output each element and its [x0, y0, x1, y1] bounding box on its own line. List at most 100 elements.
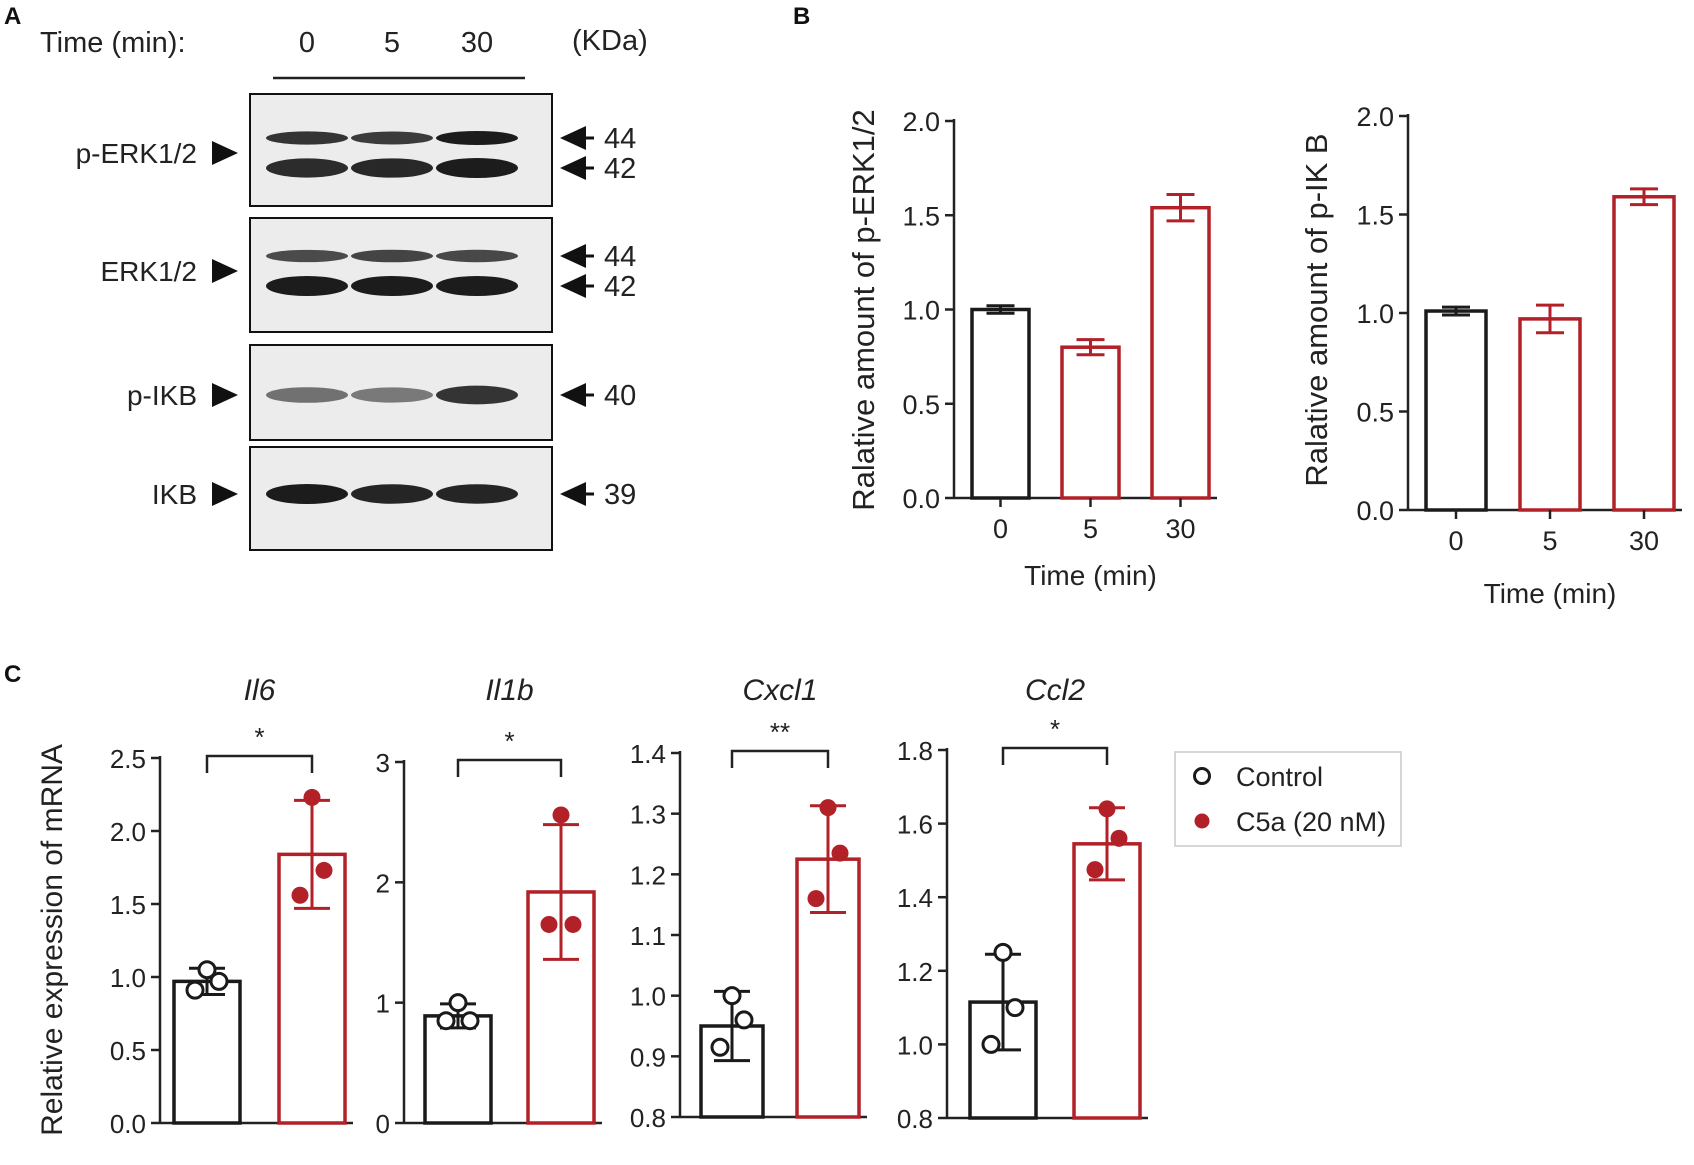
- blot-row-label: ERK1/2: [101, 256, 198, 287]
- significance-bracket: [456, 758, 563, 777]
- y-tick-label: 0.0: [902, 484, 940, 514]
- data-point: [722, 986, 742, 1006]
- kda-label: 44: [604, 241, 636, 273]
- y-tick-label: 0.0: [1356, 496, 1394, 526]
- y-tick-label: 1.0: [630, 982, 666, 1012]
- kda-arrow: [560, 244, 586, 268]
- y-tick-label: 2: [376, 868, 390, 898]
- legend-treated-marker: [1194, 813, 1210, 829]
- blot-lane-label: 5: [384, 27, 400, 59]
- y-tick-label: 0.5: [110, 1036, 146, 1066]
- y-tick-label: 0.5: [1356, 398, 1394, 428]
- kda-arrow: [560, 156, 586, 180]
- kda-arrow: [560, 126, 586, 150]
- bar: [423, 1014, 493, 1125]
- panel-label-a: A: [4, 3, 21, 30]
- bar: [1150, 205, 1211, 500]
- y-tick-label: 1.5: [110, 890, 146, 920]
- y-tick-label: 0: [376, 1109, 390, 1139]
- data-point: [819, 799, 837, 817]
- y-tick-label: 0.9: [630, 1042, 666, 1072]
- chart-title: Ccl2: [1025, 674, 1085, 707]
- y-tick-label: 0.5: [902, 390, 940, 420]
- kda-arrow: [560, 274, 586, 298]
- y-tick-label: 1.3: [630, 800, 666, 830]
- data-point: [303, 788, 321, 806]
- chart-title: Cxcl1: [742, 674, 817, 707]
- data-point: [1005, 998, 1025, 1018]
- blot-band: [436, 158, 518, 178]
- blot-band: [266, 131, 348, 145]
- panel-label-c: C: [4, 661, 21, 688]
- y-tick-label: 2.5: [110, 744, 146, 774]
- data-point: [436, 1011, 456, 1031]
- data-point: [197, 960, 217, 980]
- data-point: [315, 861, 333, 879]
- data-point: [209, 971, 229, 991]
- panel-c-charts: 0.0 0.5 1.0 1.5 2.0 2.5 * Il6 Relative expressio…: [36, 674, 1148, 1139]
- blot-band: [436, 276, 518, 296]
- legend: Control C5a (20 nM): [1174, 751, 1402, 847]
- y-tick-label: 0.8: [630, 1103, 666, 1133]
- y-tick-label: 1.0: [902, 296, 940, 326]
- bar: [1072, 842, 1142, 1120]
- blot-band: [351, 276, 433, 296]
- data-point: [734, 1010, 754, 1030]
- significance-bracket: [730, 749, 830, 768]
- y-tick-label: 1: [376, 989, 390, 1019]
- data-point: [710, 1037, 730, 1057]
- significance-mark: *: [254, 722, 264, 752]
- data-point: [291, 886, 309, 904]
- blot-band: [266, 276, 348, 296]
- x-axis-label: Time (min): [1024, 560, 1157, 591]
- data-point: [460, 1011, 480, 1031]
- blot-band: [436, 131, 518, 145]
- y-tick-label: 1.0: [1356, 299, 1394, 329]
- blot-row-arrow: [212, 259, 238, 283]
- kda-label: 44: [604, 123, 636, 155]
- blot-band: [351, 484, 433, 504]
- kda-label: 40: [604, 380, 636, 412]
- y-axis-label: Ralative amount of p-IK B: [1299, 133, 1334, 486]
- y-axis-label: Relative expression of mRNA: [36, 744, 69, 1136]
- blot-lane-label: 30: [461, 27, 493, 59]
- blot-row-label: p-ERK1/2: [76, 138, 197, 169]
- y-tick-label: 2.0: [1356, 102, 1394, 132]
- y-tick-label: 1.4: [897, 883, 933, 913]
- y-tick-label: 1.6: [897, 810, 933, 840]
- kda-arrow: [560, 482, 586, 506]
- blot-band: [351, 131, 433, 145]
- bar: [1060, 345, 1121, 500]
- significance-mark: *: [1050, 714, 1060, 744]
- blot-lane-label: 0: [299, 27, 315, 59]
- kda-label: 42: [604, 153, 636, 185]
- blot-band: [436, 249, 518, 263]
- y-tick-label: 2.0: [902, 107, 940, 137]
- x-axis-label: Time (min): [1484, 578, 1617, 609]
- chart-title: Il6: [244, 674, 276, 707]
- blot-row-arrow: [212, 141, 238, 165]
- bar: [1612, 195, 1676, 512]
- blot-band: [266, 484, 348, 504]
- data-point: [1086, 861, 1104, 879]
- kda-label: 39: [604, 479, 636, 511]
- blot-band: [351, 249, 433, 263]
- y-tick-label: 3: [376, 748, 390, 778]
- blot-row-label: p-IKB: [127, 380, 197, 411]
- y-tick-label: 1.1: [630, 921, 666, 951]
- blot-band: [266, 249, 348, 263]
- blot-row-arrow: [212, 383, 238, 407]
- blot-band: [266, 387, 348, 403]
- blot-band: [436, 484, 518, 504]
- bar: [1424, 309, 1488, 512]
- legend-control-marker: [1193, 767, 1211, 785]
- data-point: [448, 993, 468, 1013]
- y-tick-label: 0.8: [897, 1104, 933, 1134]
- y-tick-label: 0.0: [110, 1109, 146, 1139]
- significance-mark: **: [770, 717, 790, 747]
- x-tick-label: 0: [1448, 526, 1463, 556]
- data-point: [807, 890, 825, 908]
- blot-band: [351, 158, 433, 178]
- data-point: [831, 844, 849, 862]
